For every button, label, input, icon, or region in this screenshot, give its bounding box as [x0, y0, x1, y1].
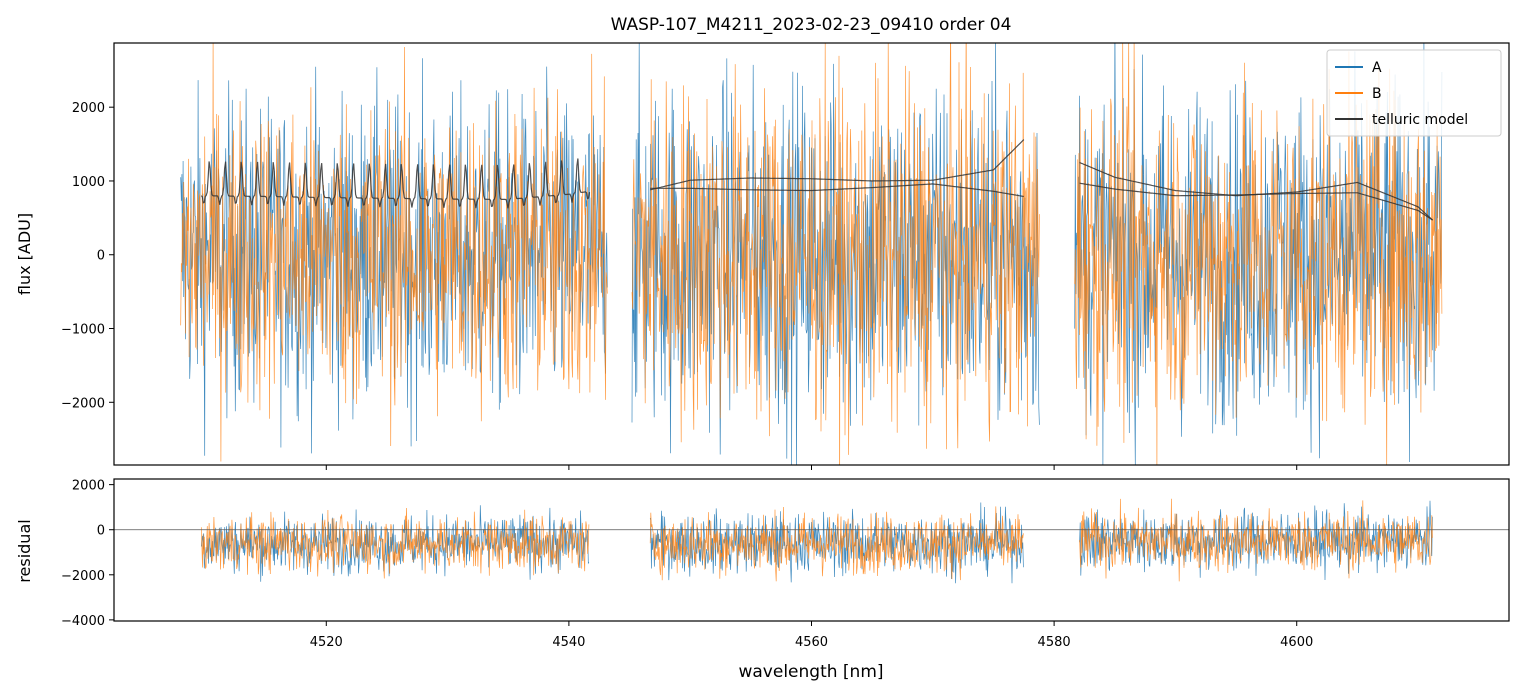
x-tick-label: 4560 [795, 635, 828, 650]
residual-plot-area [114, 498, 1509, 584]
flux-x-ticks [325, 465, 1298, 470]
telluric-model-curve-3 [650, 183, 1024, 198]
flux-y-axis-label: flux [ADU] [15, 213, 34, 295]
flux-plot-area [180, 43, 1443, 465]
flux-series-b-segment-1 [180, 43, 608, 462]
x-tick-label: 4580 [1038, 635, 1071, 650]
residual-y-ticks: −4000 −2000 0 2000 [61, 479, 114, 629]
legend-label-b: B [1372, 86, 1382, 102]
flux-y-tick-label: −2000 [61, 396, 105, 411]
residual-y-tick-label: 0 [97, 524, 105, 539]
flux-y-tick-label: 0 [97, 249, 105, 264]
flux-y-ticks: −2000 −1000 0 1000 2000 [61, 101, 114, 411]
residual-x-ticks: 4520 4540 4560 4580 4600 [310, 621, 1313, 650]
telluric-model-curve-5 [1079, 182, 1433, 221]
x-tick-label: 4540 [552, 635, 585, 650]
legend-label-a: A [1372, 60, 1382, 76]
telluric-model-curve-1 [200, 158, 591, 209]
legend-box [1326, 49, 1502, 137]
flux-y-tick-label: 1000 [72, 175, 105, 190]
residual-y-axis-label: residual [15, 519, 34, 582]
residual-y-tick-label: 2000 [72, 479, 105, 494]
x-tick-label: 4520 [310, 635, 343, 650]
residual-series-b-segment-2 [649, 506, 1024, 582]
residual-y-tick-label: −2000 [61, 569, 105, 584]
x-tick-label: 4600 [1280, 635, 1313, 650]
flux-y-tick-label: 2000 [72, 101, 105, 116]
x-axis-label: wavelength [nm] [738, 662, 883, 682]
residual-panel: −4000 −2000 0 2000 4520 4540 4560 4580 4600 res… [15, 478, 1510, 650]
legend: A B telluric model [1326, 49, 1502, 137]
flux-series-a-segment-2 [631, 43, 1040, 465]
residual-y-tick-label: −4000 [61, 614, 105, 629]
flux-y-tick-label: −1000 [61, 323, 105, 338]
residual-panel-frame [113, 478, 1510, 622]
telluric-model-curve-2 [650, 139, 1025, 191]
chart-title: WASP-107_M4211_2023-02-23_09410 order 04 [611, 15, 1012, 35]
flux-panel: −2000 −1000 0 1000 2000 flux [ADU] A B tellu… [15, 42, 1510, 470]
residual-series-a-segment-3 [1079, 500, 1433, 581]
flux-series-b-segment-3 [1074, 43, 1443, 465]
legend-label-telluric: telluric model [1372, 112, 1468, 128]
residual-series-b-segment-3 [1079, 498, 1433, 582]
flux-series-b-segment-2 [631, 43, 1040, 465]
residual-series-b-segment-1 [200, 507, 590, 579]
